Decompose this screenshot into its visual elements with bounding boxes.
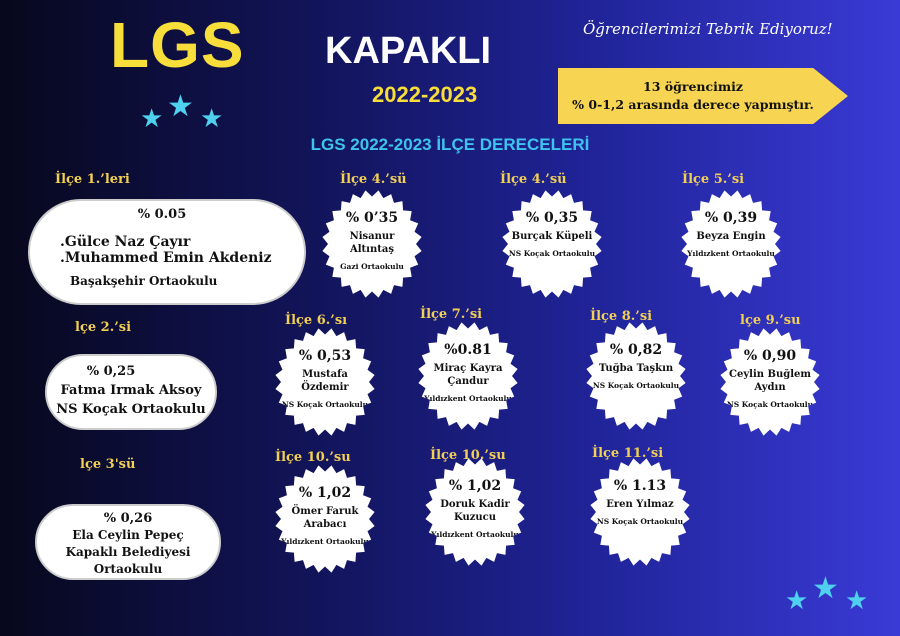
star-icon: ★ (140, 104, 164, 134)
percent: % 0,90 (743, 348, 797, 364)
school: Yıldızkent Ortaokulu (431, 530, 519, 539)
star-icon: ★ (845, 586, 869, 616)
student-badge: % 0,82 Tuğba Taşkın NS Koçak Ortaokulu (586, 322, 686, 430)
student-name: .Gülce Naz Çayır (60, 234, 191, 250)
percent: % 0’35 (345, 210, 399, 226)
school: NS Koçak Ortaokulu (726, 400, 814, 409)
percent: % 0,25 (86, 364, 136, 379)
star-icon: ★ (167, 89, 194, 124)
school: NS Koçak Ortaokulu (592, 381, 680, 390)
star-icon: ★ (785, 586, 809, 616)
student-name: Tuğba Taşkın (598, 363, 674, 374)
student-name: Mustafa Özdemir (301, 369, 349, 393)
student-badge: % 0,35 Burçak Küpeli NS Koçak Ortaokulu (502, 190, 602, 298)
rank-label-2: lçe 2.’si (75, 320, 132, 335)
percent: % 0,26 (103, 511, 153, 526)
percent: % 0,82 (609, 342, 663, 358)
school: Gazi Ortaokulu (340, 262, 404, 271)
subtitle: LGS 2022-2023 İLÇE DERECELERİ (0, 135, 900, 155)
banner-line-2: % 0-1,2 arasında derece yapmıştır. (572, 97, 814, 112)
badge-rank-label: İlçe 8.’si (590, 309, 653, 324)
district-title: KAPAKLI (325, 30, 492, 72)
school: NS Koçak Ortaokulu (508, 249, 596, 258)
school: NS Koçak Ortaokulu (596, 517, 684, 526)
school: Başakşehir Ortaokulu (70, 274, 218, 288)
year: 2022-2023 (372, 82, 478, 107)
rank-card-3: % 0,26 Ela Ceylin Pepeç Kapaklı Belediye… (35, 504, 221, 580)
lgs-title: LGS (110, 9, 245, 81)
star-icon: ★ (812, 571, 839, 606)
school: Yıldızkent Ortaokulu (281, 537, 369, 546)
badge-rank-label: İlçe 4.’sü (340, 172, 407, 187)
badge-rank-label: lçe 9.’su (740, 313, 801, 328)
student-name: Burçak Küpeli (511, 231, 593, 242)
student-badge: % 0’35 Nisanur Altıntaş Gazi Ortaokulu (322, 190, 422, 298)
student-name: Fatma Irmak Aksoy (60, 383, 202, 398)
rank-card-1: % 0.05 .Gülce Naz Çayır .Muhammed Emin A… (28, 199, 306, 305)
school: Yıldızkent Ortaokulu (687, 249, 775, 258)
percent: % 0,35 (525, 210, 579, 226)
school: Yıldızkent Ortaokulu (424, 394, 512, 403)
student-badge: % 0,39 Beyza Engin Yıldızkent Ortaokulu (681, 190, 781, 298)
summary-banner: 13 öğrencimiz % 0-1,2 arasında derece ya… (558, 68, 848, 124)
rank-card-2: % 0,25 Fatma Irmak Aksoy NS Koçak Ortaok… (45, 354, 217, 430)
percent: %0.81 (444, 342, 492, 358)
school: Kapaklı Belediyesi Ortaokulu (65, 545, 191, 576)
school: NS Koçak Ortaokulu (281, 400, 369, 409)
percent: % 0,39 (704, 210, 758, 226)
student-badge: % 1,02 Doruk Kadir Kuzucu Yıldızkent Ort… (425, 458, 525, 566)
student-name: Doruk Kadir Kuzucu (440, 499, 510, 523)
student-name: Ömer Faruk Arabacı (291, 506, 359, 530)
student-name: .Muhammed Emin Akdeniz (60, 250, 272, 266)
rank-label-3: lçe 3'sü (80, 457, 136, 472)
badge-rank-label: İlçe 10.’su (275, 450, 351, 465)
student-name: Beyza Engin (696, 231, 766, 242)
rank-label-1: İlçe 1.’leri (55, 172, 130, 187)
percent: % 0,53 (298, 348, 352, 364)
school: NS Koçak Ortaokulu (56, 402, 206, 417)
badge-rank-label: İlçe 4.’sü (500, 172, 567, 187)
student-badge: %0.81 Miraç Kayra Çandur Yıldızkent Orta… (418, 322, 518, 430)
percent: % 0.05 (137, 207, 187, 222)
student-name: Eren Yılmaz (606, 499, 674, 510)
percent: % 1,02 (298, 485, 352, 501)
student-name: Nisanur Altıntaş (349, 231, 395, 255)
subtitle-text: LGS 2022-2023 İLÇE DERECELERİ (310, 135, 590, 154)
percent: % 1,02 (448, 478, 502, 494)
badge-rank-label: İlçe 7.’si (420, 307, 483, 322)
badge-rank-label: İlçe 5.’si (682, 172, 745, 187)
banner-line-1: 13 öğrencimiz (643, 79, 743, 94)
student-name: Miraç Kayra Çandur (433, 363, 503, 387)
badge-rank-label: İlçe 11.’si (592, 446, 664, 461)
student-badge: % 0,90 Ceylin Buğlem Aydın NS Koçak Orta… (720, 328, 820, 436)
star-icon: ★ (200, 104, 224, 134)
badge-rank-label: İlçe 10.’su (430, 448, 506, 463)
percent: % 1.13 (613, 478, 667, 494)
student-name: Ceylin Buğlem Aydın (729, 369, 811, 393)
student-badge: % 0,53 Mustafa Özdemir NS Koçak Ortaokul… (275, 328, 375, 436)
student-badge: % 1.13 Eren Yılmaz NS Koçak Ortaokulu (590, 458, 690, 566)
congrats-text: Öğrencilerimizi Tebrik Ediyoruz! (583, 20, 833, 38)
badge-rank-label: İlçe 6.’sı (285, 313, 348, 328)
student-badge: % 1,02 Ömer Faruk Arabacı Yıldızkent Ort… (275, 465, 375, 573)
student-name: Ela Ceylin Pepeç (72, 528, 184, 542)
